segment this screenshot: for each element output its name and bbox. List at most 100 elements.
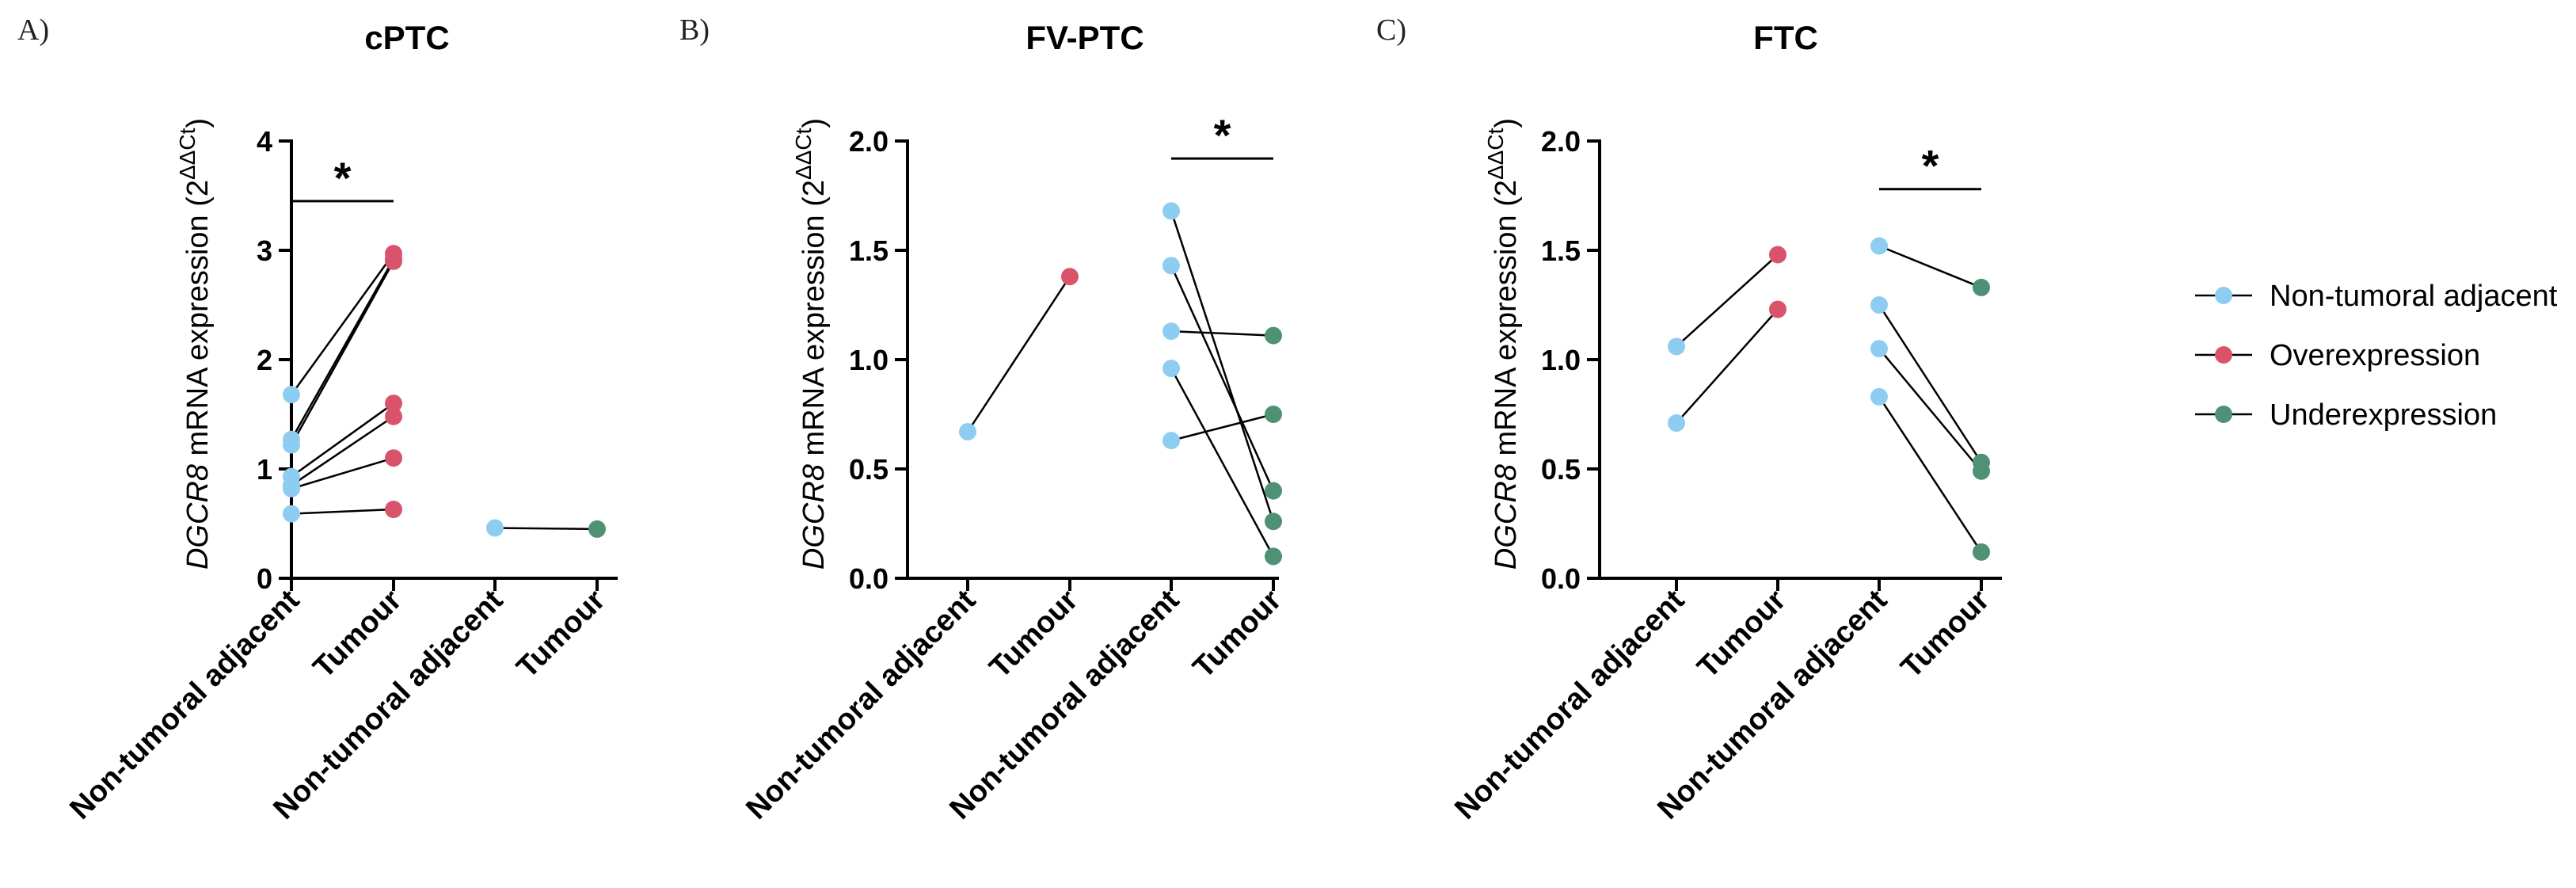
point-overexpression	[385, 449, 402, 467]
pair-line	[290, 261, 395, 446]
y-axis-title-superscript: ΔΔCt	[791, 128, 816, 180]
pair-line	[1170, 413, 1274, 442]
y-tick-label: 2.0	[1541, 125, 1581, 158]
pair-line	[1878, 348, 1982, 472]
x-category-label: Tumour	[1691, 584, 1793, 685]
pair-line	[1170, 210, 1275, 522]
y-axis-title-close: )	[1490, 118, 1523, 128]
point-non-tumoral	[1162, 322, 1180, 341]
y-axis-title-gene: DGCR8	[797, 464, 831, 570]
pair-line	[1676, 308, 1779, 424]
x-category-label: Non-tumoral adjacent	[1448, 583, 1691, 825]
significance-star: *	[1922, 141, 1939, 191]
point-non-tumoral	[283, 386, 300, 404]
legend-marker	[2215, 406, 2232, 423]
point-non-tumoral	[959, 423, 976, 441]
point-underexpression	[1265, 513, 1282, 531]
y-tick-label: 0.5	[1541, 453, 1581, 486]
significance-star: *	[1214, 110, 1231, 160]
y-tick-label: 1.0	[1541, 344, 1581, 376]
chart-title: FV-PTC	[1025, 19, 1143, 56]
y-axis-title-text: mRNA expression (2	[1490, 180, 1523, 464]
point-non-tumoral	[1162, 360, 1180, 378]
chart-title: FTC	[1753, 19, 1818, 56]
x-category-label: Non-tumoral adjacent	[63, 583, 306, 825]
panel-label: B)	[679, 13, 710, 47]
significance-star: *	[334, 153, 352, 203]
y-tick-label: 3	[257, 234, 272, 267]
y-axis-title-gene: DGCR8	[1490, 464, 1523, 570]
point-non-tumoral	[1668, 337, 1685, 356]
legend-label: Underexpression	[2270, 398, 2497, 432]
point-non-tumoral	[1162, 257, 1180, 275]
pair-line	[1170, 330, 1274, 337]
legend-label: Non-tumoral adjacent	[2270, 280, 2558, 313]
pair-line	[290, 258, 395, 440]
point-non-tumoral	[283, 505, 300, 523]
pair-line	[291, 508, 394, 515]
x-category-label: Tumour	[984, 584, 1085, 685]
point-underexpression	[1265, 547, 1282, 566]
pair-line	[291, 402, 394, 478]
y-axis-title-text: mRNA expression (2	[797, 180, 831, 464]
point-overexpression	[385, 501, 402, 519]
y-tick-label: 0.0	[849, 562, 888, 595]
x-category-label: Non-tumoral adjacent	[740, 583, 982, 825]
pair-line	[290, 253, 395, 395]
point-non-tumoral	[1870, 296, 1888, 314]
point-overexpression	[385, 252, 402, 270]
point-underexpression	[1973, 462, 1990, 480]
point-non-tumoral	[1870, 387, 1888, 406]
point-overexpression	[385, 407, 402, 425]
y-tick-label: 2.0	[849, 125, 888, 158]
y-axis-title-gene: DGCR8	[181, 464, 215, 570]
point-overexpression	[1769, 300, 1786, 318]
panel-label: C)	[1376, 13, 1406, 47]
y-tick-label: 0.0	[1541, 562, 1581, 595]
pair-line	[291, 457, 394, 490]
point-non-tumoral	[283, 436, 300, 454]
point-non-tumoral	[486, 519, 504, 537]
point-underexpression	[1973, 543, 1990, 561]
y-tick-label: 2	[257, 344, 272, 376]
x-category-label: Tumour	[511, 584, 612, 685]
point-underexpression	[1265, 406, 1282, 423]
y-axis-title-superscript: ΔΔCt	[175, 128, 200, 180]
point-underexpression	[1973, 278, 1990, 296]
point-non-tumoral	[1162, 432, 1180, 450]
pair-line	[1878, 304, 1983, 463]
y-axis-title: DGCR8 mRNA expression (2ΔΔCt)	[1483, 118, 1523, 570]
panel-label: A)	[17, 13, 49, 47]
point-overexpression	[385, 394, 402, 413]
point-non-tumoral	[1870, 237, 1888, 255]
pair-line	[1170, 265, 1275, 492]
y-tick-label: 1.5	[849, 234, 888, 267]
pair-line	[291, 415, 394, 486]
x-category-label: Tumour	[1187, 584, 1288, 685]
y-tick-label: 0	[257, 562, 272, 595]
x-category-label: Tumour	[1895, 584, 1996, 685]
point-underexpression	[1265, 326, 1282, 345]
pair-line	[1878, 245, 1982, 289]
pair-line	[1878, 396, 1983, 553]
x-category-label: Tumour	[307, 584, 409, 685]
pair-line	[966, 276, 1071, 433]
point-overexpression	[1061, 268, 1079, 286]
y-axis-title-text: mRNA expression (2	[181, 180, 215, 464]
point-non-tumoral	[1668, 414, 1685, 433]
y-tick-label: 1	[257, 453, 272, 486]
y-axis-title-close: )	[181, 118, 215, 128]
point-underexpression	[588, 520, 606, 538]
y-tick-label: 1.5	[1541, 234, 1581, 267]
y-axis-title: DGCR8 mRNA expression (2ΔΔCt)	[175, 118, 215, 570]
legend: Non-tumoral adjacent Overexpression Undere…	[2195, 280, 2558, 432]
legend-label: Overexpression	[2270, 339, 2480, 372]
point-non-tumoral	[1870, 340, 1888, 358]
panel-2: B) FV-PTC 0.0 0.5 1.0 1.5 2.0 Non-tumoral adjac…	[679, 13, 1288, 826]
legend-marker	[2215, 346, 2232, 364]
y-axis-title-close: )	[797, 118, 831, 128]
point-non-tumoral	[283, 479, 300, 497]
point-non-tumoral	[1162, 202, 1180, 220]
chart-title: cPTC	[364, 19, 449, 56]
